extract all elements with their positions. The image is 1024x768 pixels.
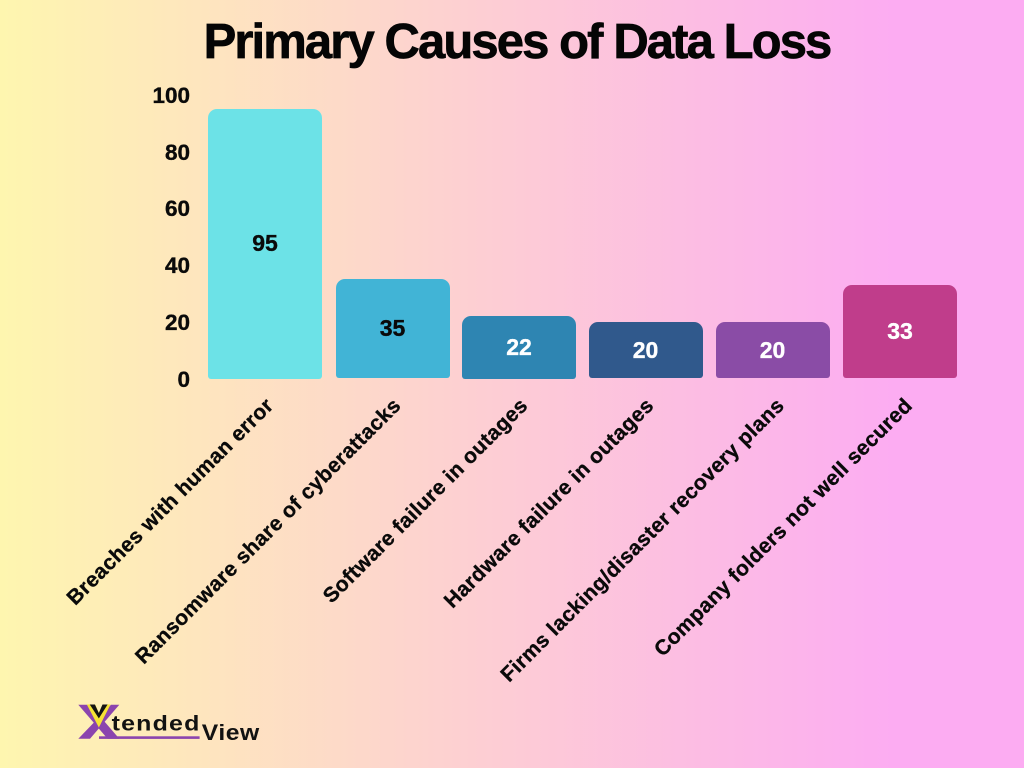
svg-text:View: View xyxy=(202,720,260,745)
svg-text:tended: tended xyxy=(112,713,201,736)
